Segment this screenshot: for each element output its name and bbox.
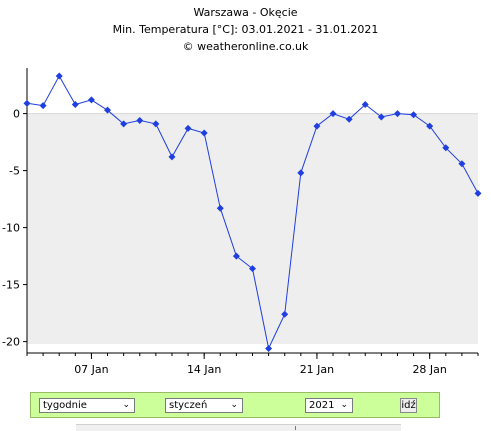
chevron-down-icon: ⌄ (122, 400, 130, 410)
month-select[interactable]: styczeń ⌄ (165, 398, 243, 413)
data-point (104, 106, 112, 114)
data-point (39, 102, 47, 110)
x-tick-label: 07 Jan (74, 363, 108, 376)
data-point (55, 72, 63, 80)
month-select-value: styczeń (169, 400, 208, 411)
data-point (426, 122, 434, 130)
data-point (120, 120, 128, 128)
data-point (281, 310, 289, 318)
chart-header: Warszawa - Okęcie Min. Temperatura [°C]:… (0, 4, 491, 55)
data-point (216, 204, 224, 212)
data-point (184, 124, 192, 132)
data-point (377, 113, 385, 121)
bottom-strip (76, 424, 401, 431)
x-tick-label: 21 Jan (300, 363, 334, 376)
year-select[interactable]: 2021 ⌄ (305, 398, 353, 413)
go-button[interactable]: idź (400, 398, 417, 413)
y-tick-label: -10 (2, 222, 20, 235)
period-select[interactable]: tygodnie ⌄ (39, 398, 135, 413)
period-select-value: tygodnie (43, 400, 87, 411)
data-point (87, 96, 95, 104)
data-point (458, 160, 466, 168)
data-point (361, 100, 369, 108)
chart-title-station: Warszawa - Okęcie (193, 6, 298, 19)
data-point (136, 116, 144, 124)
chart-title-parameter: Min. Temperatura [°C]: 03.01.2021 - 31.0… (112, 23, 379, 36)
below-zero-shade (27, 113, 478, 344)
year-select-value: 2021 (309, 400, 335, 411)
y-tick-label: -15 (2, 279, 20, 292)
data-point (200, 129, 208, 137)
data-point (23, 99, 31, 107)
data-point (345, 115, 353, 123)
chevron-down-icon: ⌄ (230, 400, 238, 410)
data-point (168, 153, 176, 161)
data-point (152, 120, 160, 128)
y-tick-label: -5 (9, 165, 20, 178)
data-point (71, 100, 79, 108)
data-point (249, 265, 256, 273)
x-tick-label: 28 Jan (412, 363, 446, 376)
controls-bar: tygodnie ⌄ styczeń ⌄ 2021 ⌄ idź (30, 392, 440, 418)
chart-title-copyright: © weatheronline.co.uk (182, 40, 309, 53)
strip-marker (295, 426, 296, 430)
y-tick-label: 0 (13, 108, 20, 121)
data-point (329, 110, 337, 118)
data-point (410, 111, 418, 119)
data-point (474, 189, 482, 197)
data-point (232, 252, 240, 260)
data-point (265, 344, 273, 352)
y-tick-label: -20 (2, 336, 20, 349)
data-point (442, 144, 450, 152)
data-point (393, 110, 401, 118)
data-point (313, 122, 321, 130)
x-tick-label: 14 Jan (187, 363, 221, 376)
chevron-down-icon: ⌄ (340, 400, 348, 410)
data-point (297, 169, 305, 177)
temperature-chart: 0 -5 -10 -15 -20 07 Jan 14 Jan 21 Jan 28 Jan (2, 68, 482, 376)
